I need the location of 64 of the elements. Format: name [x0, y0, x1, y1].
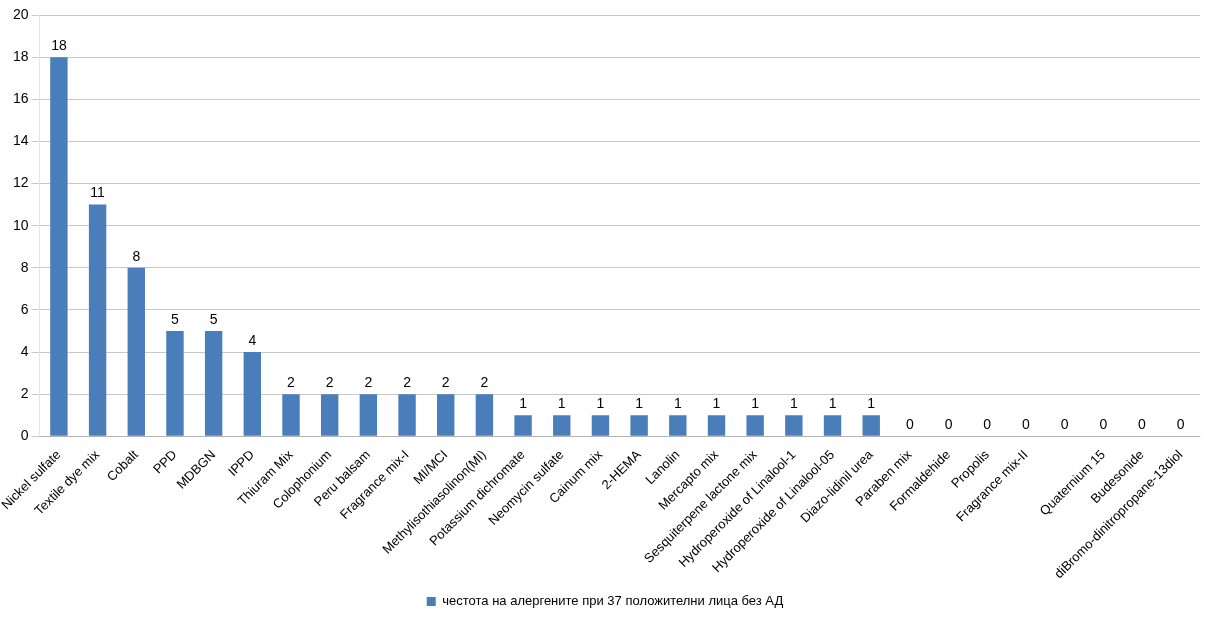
- data-label: 8: [132, 247, 141, 264]
- data-label: 0: [1138, 416, 1147, 433]
- y-tick-label: 18: [12, 47, 29, 64]
- bar: [88, 204, 107, 436]
- bar: [359, 394, 378, 436]
- data-label: 0: [1176, 416, 1185, 433]
- bar: [630, 415, 648, 436]
- data-label: 0: [1022, 416, 1031, 433]
- data-label: 1: [673, 395, 682, 412]
- data-label: 1: [828, 395, 837, 412]
- legend-label: честота на алергените при 37 положителни лица без АД: [442, 593, 784, 609]
- data-label: 2: [325, 374, 334, 391]
- y-tick-label: 20: [12, 5, 29, 22]
- bar: [475, 394, 494, 436]
- bar: [127, 267, 145, 436]
- bar: [823, 415, 842, 436]
- data-label: 2: [364, 374, 373, 391]
- data-label: 1: [789, 395, 798, 412]
- y-tick-label: 4: [20, 342, 29, 359]
- data-label: 1: [867, 395, 876, 412]
- data-label: 0: [1099, 416, 1108, 433]
- bar: [746, 415, 764, 436]
- bar: [862, 415, 880, 436]
- data-label: 0: [905, 416, 914, 433]
- y-tick-label: 10: [12, 216, 29, 233]
- bar: [204, 330, 223, 436]
- data-label: 0: [983, 416, 992, 433]
- bar: [50, 57, 68, 436]
- bar: [707, 415, 726, 436]
- y-tick-label: 14: [12, 132, 29, 149]
- bar: [282, 394, 300, 436]
- y-tick-label: 12: [12, 174, 29, 191]
- data-label: 0: [1060, 416, 1069, 433]
- data-label: 1: [635, 395, 644, 412]
- y-tick-label: 6: [20, 300, 29, 317]
- data-label: 1: [751, 395, 760, 412]
- y-tick-label: 0: [20, 427, 29, 444]
- data-label: 0: [944, 416, 953, 433]
- data-label: 11: [90, 184, 106, 201]
- data-label: 1: [519, 395, 528, 412]
- data-label: 1: [596, 395, 605, 412]
- bar: [553, 415, 571, 436]
- data-label: 18: [51, 36, 67, 53]
- data-label: 2: [287, 374, 296, 391]
- bar: [785, 415, 803, 436]
- data-label: 4: [248, 331, 257, 348]
- data-label: 1: [712, 395, 721, 412]
- bar: [243, 352, 262, 436]
- bar: [398, 394, 416, 436]
- y-tick-label: 8: [20, 258, 29, 275]
- y-tick-label: 2: [20, 385, 29, 402]
- bar: [669, 415, 687, 436]
- data-label: 5: [171, 310, 180, 327]
- bar: [591, 415, 610, 436]
- data-label: 2: [403, 374, 412, 391]
- bar: [320, 394, 339, 436]
- data-label: 2: [480, 374, 489, 391]
- bar: [166, 330, 184, 436]
- y-tick-label: 16: [12, 90, 29, 107]
- bar: [437, 394, 455, 436]
- data-label: 2: [441, 374, 450, 391]
- data-label: 5: [209, 310, 218, 327]
- data-label: 1: [557, 395, 566, 412]
- bar: [514, 415, 532, 436]
